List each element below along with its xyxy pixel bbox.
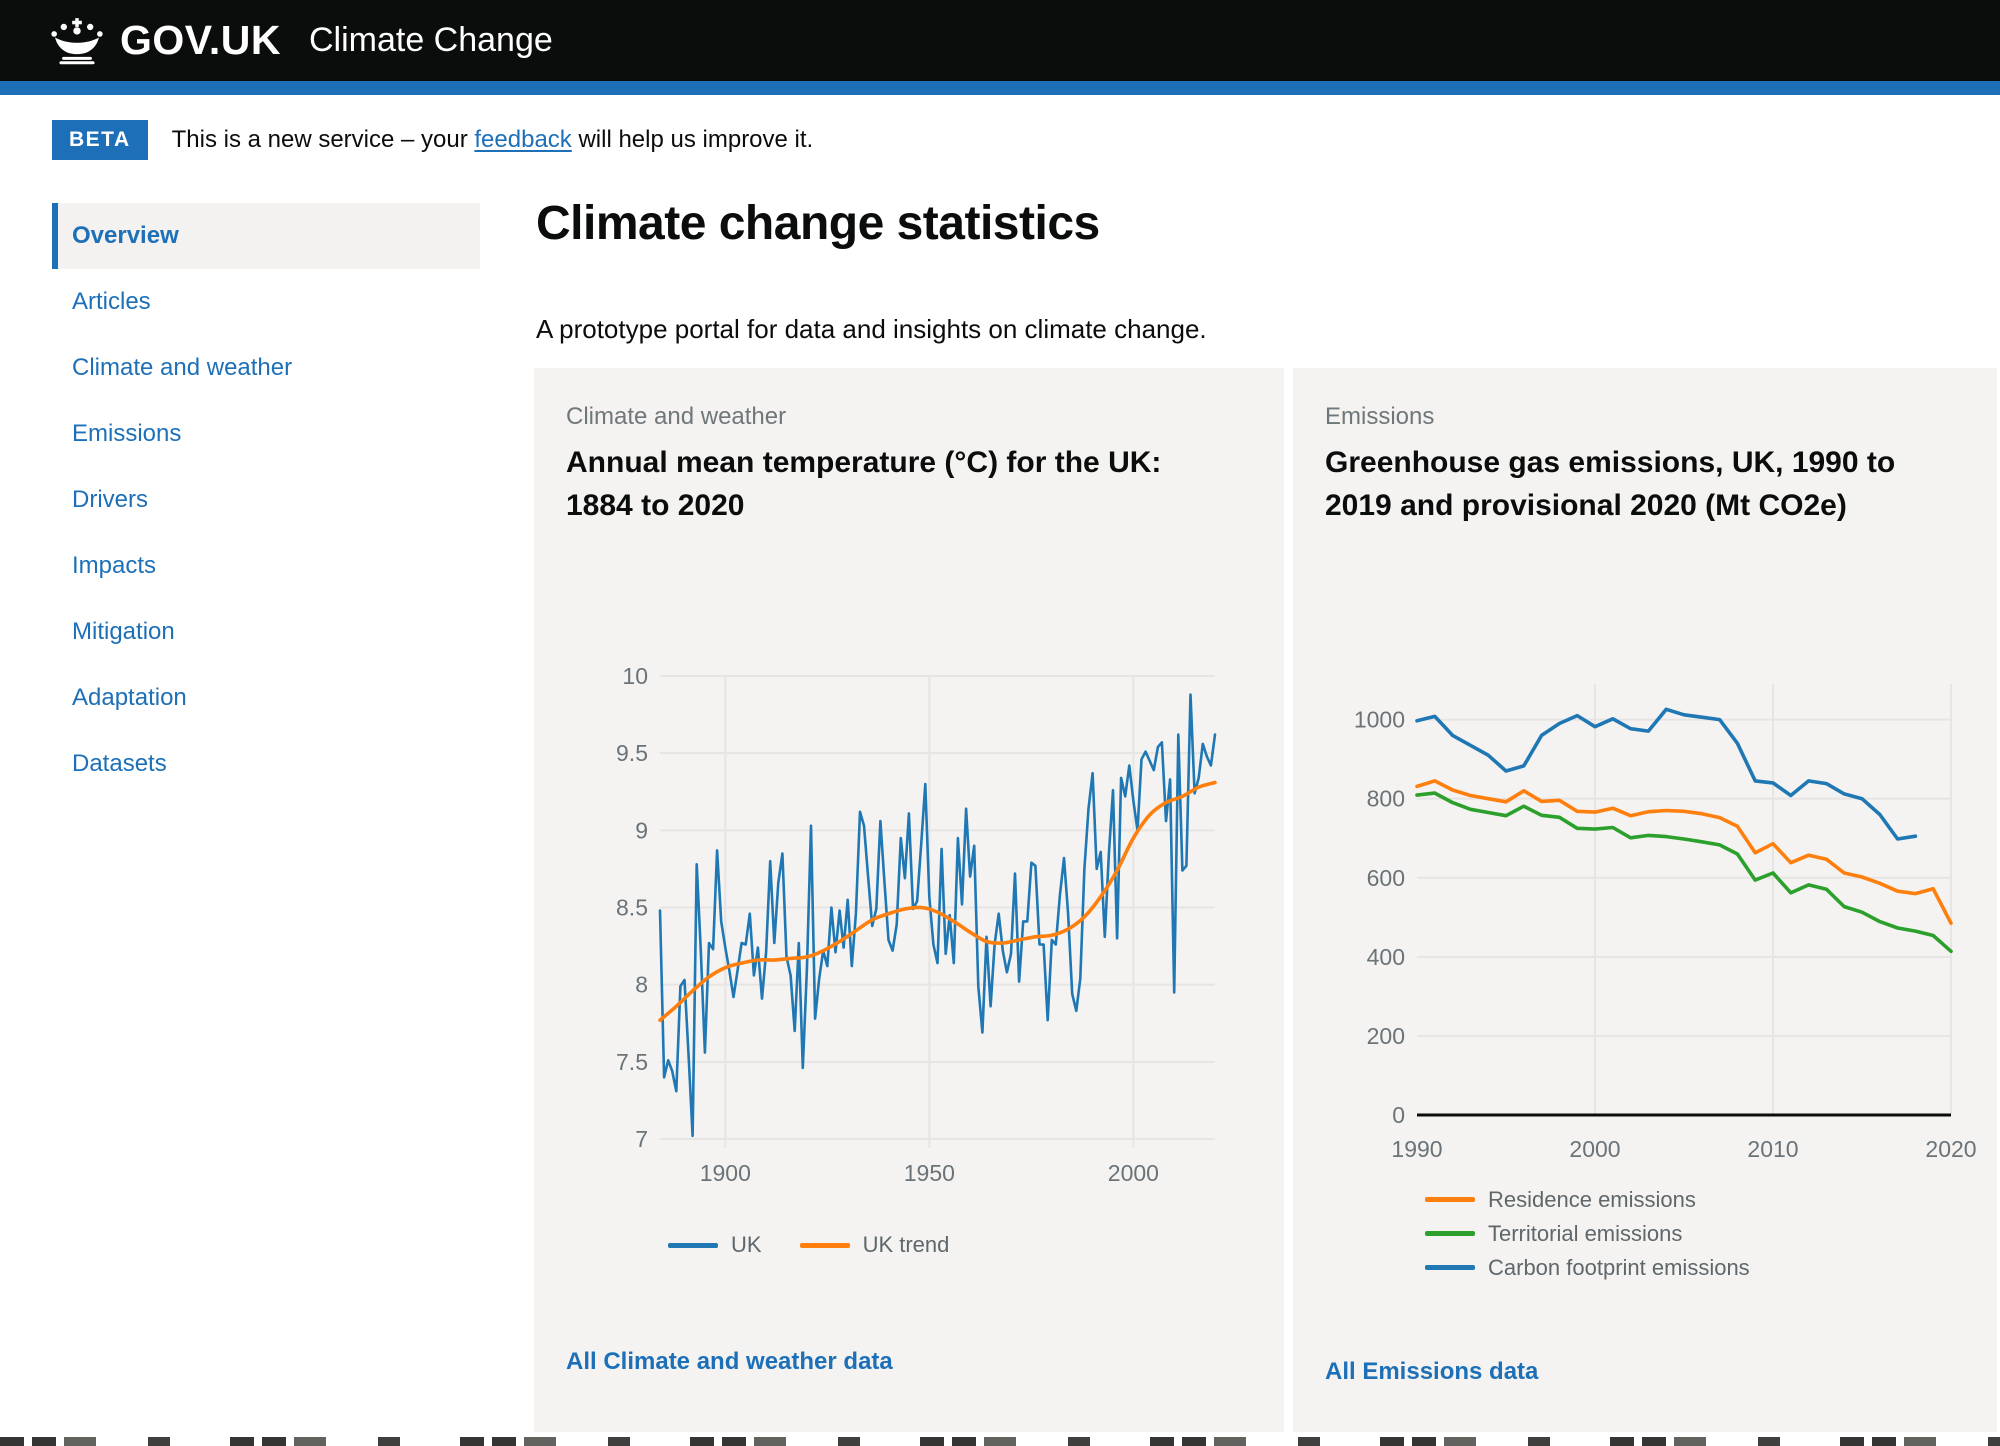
sidebar-item-mitigation[interactable]: Mitigation bbox=[72, 618, 175, 645]
crown-icon bbox=[48, 17, 106, 65]
climate-and-weather-card: Climate and weather Annual mean temperat… bbox=[534, 368, 1284, 1432]
feedback-link[interactable]: feedback bbox=[474, 126, 572, 153]
govuk-logo-link[interactable]: GOV.UK bbox=[48, 17, 281, 65]
sidebar-item-emissions[interactable]: Emissions bbox=[72, 420, 182, 447]
card-eyebrow: Emissions bbox=[1325, 403, 1435, 430]
svg-text:2010: 2010 bbox=[1747, 1136, 1798, 1162]
legend-swatch bbox=[799, 1242, 850, 1248]
phase-banner-text: This is a new service – your feedback wi… bbox=[172, 126, 814, 154]
sidebar-item-overview[interactable]: Overview bbox=[52, 203, 480, 269]
legend-item: Carbon footprint emissions bbox=[1425, 1254, 1965, 1281]
svg-text:7: 7 bbox=[635, 1126, 648, 1152]
sidebar-item-adaptation[interactable]: Adaptation bbox=[72, 684, 187, 711]
phase-text-prefix: This is a new service – your bbox=[171, 126, 475, 153]
svg-text:2000: 2000 bbox=[1569, 1136, 1620, 1162]
svg-text:600: 600 bbox=[1367, 865, 1405, 891]
svg-text:9: 9 bbox=[635, 817, 648, 843]
emissions-chart-title: Greenhouse gas emissions, UK, 1990 to 20… bbox=[1325, 446, 1896, 522]
svg-text:200: 200 bbox=[1367, 1023, 1405, 1049]
legend-item: UK trend bbox=[799, 1232, 950, 1258]
legend-label: Residence emissions bbox=[1488, 1186, 1696, 1212]
svg-text:7.5: 7.5 bbox=[616, 1049, 648, 1075]
card-eyebrow: Climate and weather bbox=[566, 403, 787, 430]
govuk-header: GOV.UK Climate Change bbox=[0, 0, 2000, 81]
emissions-card: Emissions Greenhouse gas emissions, UK, … bbox=[1293, 368, 1997, 1432]
svg-text:1990: 1990 bbox=[1391, 1136, 1442, 1162]
legend-swatch bbox=[668, 1242, 718, 1248]
temperature-chart-legend: UK UK trend bbox=[668, 1232, 1252, 1258]
clipped-next-row-text bbox=[0, 1437, 2000, 1446]
page-title: Climate change statistics bbox=[536, 197, 1100, 250]
legend-label: UK trend bbox=[862, 1232, 950, 1257]
legend-item: Residence emissions bbox=[1425, 1186, 1965, 1213]
svg-text:1950: 1950 bbox=[904, 1160, 955, 1186]
phase-banner: BETA This is a new service – your feedba… bbox=[52, 120, 813, 160]
emissions-chart-legend: Residence emissions Territorial emissions… bbox=[1425, 1186, 1965, 1281]
phase-text-suffix: will help us improve it. bbox=[571, 126, 814, 153]
legend-item: Territorial emissions bbox=[1425, 1220, 1965, 1247]
govuk-logo-text: GOV.UK bbox=[120, 17, 281, 63]
svg-text:800: 800 bbox=[1367, 786, 1405, 812]
emissions-chart: 0 200 400 600 800 1000 1990 2000 2010 2020 bbox=[1325, 670, 1977, 1180]
svg-text:1000: 1000 bbox=[1354, 707, 1405, 733]
svg-text:400: 400 bbox=[1367, 944, 1405, 970]
sidebar-item-articles[interactable]: Articles bbox=[72, 288, 151, 315]
legend-label: UK bbox=[731, 1232, 762, 1257]
legend-swatch bbox=[1425, 1265, 1475, 1270]
svg-text:8: 8 bbox=[635, 972, 648, 998]
svg-text:2020: 2020 bbox=[1925, 1136, 1976, 1162]
chart-svg: 7 7.5 8 8.5 9 9.5 10 1900 1950 2000 bbox=[616, 663, 1217, 1186]
svg-text:9.5: 9.5 bbox=[616, 740, 648, 766]
temperature-chart-title: Annual mean temperature (°C) for the UK:… bbox=[566, 446, 1162, 522]
sidebar-nav: Overview Articles Climate and weather Em… bbox=[52, 203, 480, 797]
legend-swatch bbox=[1425, 1231, 1475, 1236]
svg-text:2000: 2000 bbox=[1108, 1160, 1159, 1186]
header-blue-border bbox=[0, 81, 2000, 95]
sidebar-item-drivers[interactable]: Drivers bbox=[72, 486, 148, 513]
legend-label: Territorial emissions bbox=[1488, 1220, 1683, 1246]
cards-row: Climate and weather Annual mean temperat… bbox=[534, 368, 1997, 1432]
legend-label: Carbon footprint emissions bbox=[1488, 1254, 1750, 1280]
legend-item: UK bbox=[668, 1232, 762, 1258]
legend-swatch bbox=[1425, 1197, 1475, 1202]
svg-text:1900: 1900 bbox=[700, 1160, 751, 1186]
chart-svg: 0 200 400 600 800 1000 1990 2000 2010 2020 bbox=[1354, 684, 1977, 1162]
svg-text:0: 0 bbox=[1392, 1102, 1405, 1128]
sidebar-item-datasets[interactable]: Datasets bbox=[72, 750, 167, 777]
service-name-link[interactable]: Climate Change bbox=[308, 21, 553, 59]
sidebar-item-impacts[interactable]: Impacts bbox=[72, 552, 157, 579]
svg-text:8.5: 8.5 bbox=[616, 895, 648, 921]
all-climate-and-weather-data-link[interactable]: All Climate and weather data bbox=[566, 1348, 893, 1375]
page-subtitle: A prototype portal for data and insights… bbox=[536, 314, 1207, 344]
temperature-chart: 7 7.5 8 8.5 9 9.5 10 1900 1950 2000 bbox=[566, 662, 1252, 1204]
svg-text:10: 10 bbox=[622, 663, 648, 689]
sidebar-item-climate-and-weather[interactable]: Climate and weather bbox=[72, 354, 293, 381]
beta-tag: BETA bbox=[52, 120, 148, 160]
all-emissions-data-link[interactable]: All Emissions data bbox=[1325, 1358, 1539, 1385]
